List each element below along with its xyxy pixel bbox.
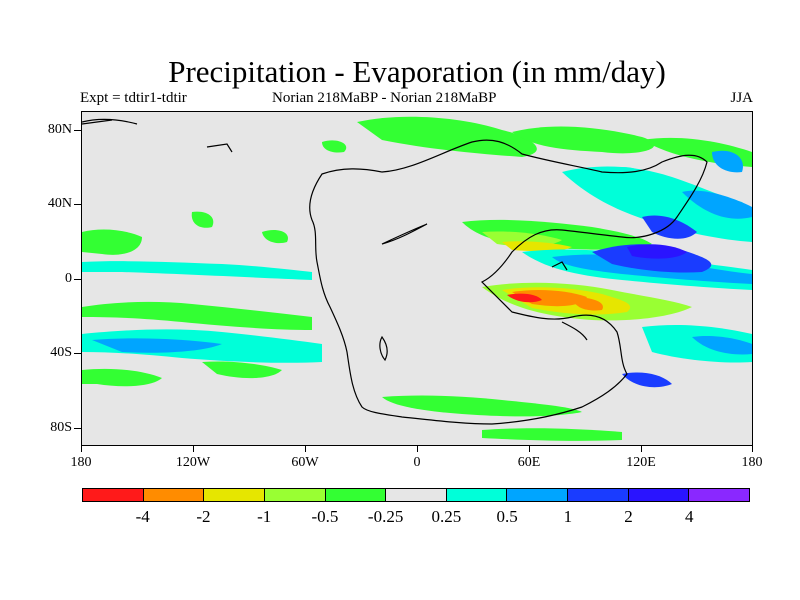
color-legend bbox=[82, 488, 750, 502]
y-tick-label: 0 bbox=[65, 271, 72, 286]
legend-swatch bbox=[446, 489, 508, 501]
y-tick-mark bbox=[74, 130, 81, 131]
y-tick-mark bbox=[74, 279, 81, 280]
x-tick-label: 0 bbox=[413, 455, 421, 470]
x-tick-label: 180 bbox=[741, 455, 763, 470]
x-tick-mark bbox=[641, 446, 642, 452]
legend-label: -2 bbox=[196, 507, 211, 526]
legend-swatch bbox=[143, 489, 205, 501]
chart-title: Precipitation - Evaporation (in mm/day) bbox=[168, 54, 666, 89]
legend-swatch bbox=[204, 489, 265, 501]
legend-label: -0.25 bbox=[367, 507, 404, 526]
y-tick-label: 40S bbox=[50, 345, 72, 360]
y-tick-label: 80S bbox=[50, 420, 72, 435]
season-label: JJA bbox=[730, 90, 753, 106]
y-tick-label: 80N bbox=[47, 122, 72, 137]
legend-swatch bbox=[628, 489, 690, 501]
x-tick-mark bbox=[193, 446, 194, 452]
x-tick-mark bbox=[305, 446, 306, 452]
x-tick-label: 60E bbox=[517, 455, 541, 470]
legend-label: 2 bbox=[624, 507, 633, 526]
x-tick-label: 120E bbox=[626, 455, 656, 470]
map-panel bbox=[81, 111, 753, 446]
legend-swatch bbox=[689, 489, 750, 501]
y-tick-mark bbox=[74, 428, 81, 429]
y-tick-label: 40N bbox=[47, 196, 72, 211]
legend-label: -4 bbox=[135, 507, 150, 526]
x-tick-mark bbox=[81, 446, 82, 452]
legend-swatch bbox=[507, 489, 569, 501]
contour-fields bbox=[82, 116, 752, 441]
legend-swatch bbox=[386, 489, 447, 501]
legend-label: -1 bbox=[257, 507, 272, 526]
pme-field bbox=[82, 116, 752, 441]
y-tick-mark bbox=[74, 204, 81, 205]
x-tick-mark bbox=[752, 446, 753, 452]
coastline bbox=[82, 118, 708, 425]
x-tick-label: 60W bbox=[291, 455, 319, 470]
legend-label: 4 bbox=[685, 507, 694, 526]
experiment-label: Expt = tdtir1-tdtir bbox=[80, 90, 187, 106]
legend-label: -0.5 bbox=[311, 507, 339, 526]
legend-swatch bbox=[325, 489, 387, 501]
x-tick-mark bbox=[417, 446, 418, 452]
y-tick-mark bbox=[74, 353, 81, 354]
legend-label: 0.25 bbox=[431, 507, 462, 526]
legend-label: 1 bbox=[563, 507, 573, 526]
legend-swatch bbox=[568, 489, 629, 501]
period-label: Norian 218MaBP - Norian 218MaBP bbox=[272, 90, 497, 106]
x-tick-label: 180 bbox=[70, 455, 92, 470]
legend-label: 0.5 bbox=[496, 507, 518, 526]
x-tick-label: 120W bbox=[175, 455, 211, 470]
x-tick-mark bbox=[529, 446, 530, 452]
legend-swatch bbox=[264, 489, 326, 501]
legend-swatch bbox=[83, 489, 144, 501]
